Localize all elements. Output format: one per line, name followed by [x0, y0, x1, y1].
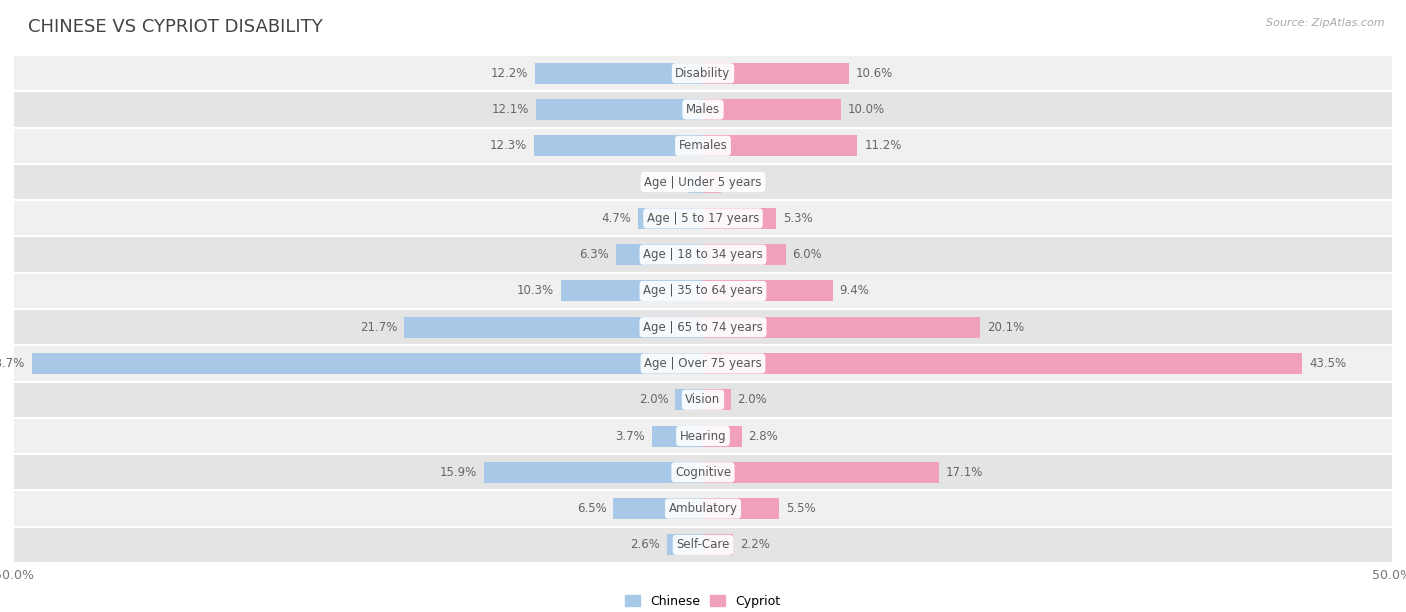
Text: 2.6%: 2.6%	[630, 539, 661, 551]
Bar	[14, 128, 1392, 164]
Text: 5.5%: 5.5%	[786, 502, 815, 515]
Text: 43.5%: 43.5%	[1309, 357, 1347, 370]
Bar	[703, 498, 779, 519]
Bar	[32, 353, 703, 374]
Bar	[14, 200, 1392, 236]
Text: 6.0%: 6.0%	[793, 248, 823, 261]
Bar	[14, 273, 1392, 309]
Bar	[616, 244, 703, 265]
Text: Vision: Vision	[685, 394, 721, 406]
Bar	[536, 99, 703, 120]
Bar	[703, 389, 731, 410]
Text: 4.7%: 4.7%	[602, 212, 631, 225]
Bar	[14, 345, 1392, 382]
Text: Disability: Disability	[675, 67, 731, 80]
Text: Age | 5 to 17 years: Age | 5 to 17 years	[647, 212, 759, 225]
Text: 11.2%: 11.2%	[865, 140, 901, 152]
Bar	[668, 534, 703, 556]
Bar	[638, 208, 703, 229]
Text: 21.7%: 21.7%	[360, 321, 396, 334]
Text: 12.1%: 12.1%	[492, 103, 530, 116]
Bar	[14, 236, 1392, 273]
Bar	[561, 280, 703, 302]
Bar	[484, 462, 703, 483]
Text: 10.3%: 10.3%	[517, 285, 554, 297]
Text: 9.4%: 9.4%	[839, 285, 869, 297]
Bar	[534, 62, 703, 84]
Bar	[703, 171, 721, 193]
Text: 10.0%: 10.0%	[848, 103, 884, 116]
Text: 2.0%: 2.0%	[638, 394, 669, 406]
Text: CHINESE VS CYPRIOT DISABILITY: CHINESE VS CYPRIOT DISABILITY	[28, 18, 323, 36]
Text: Males: Males	[686, 103, 720, 116]
Bar	[703, 534, 734, 556]
Bar	[703, 99, 841, 120]
Bar	[703, 316, 980, 338]
Bar	[14, 382, 1392, 418]
Text: Self-Care: Self-Care	[676, 539, 730, 551]
Text: 12.2%: 12.2%	[491, 67, 529, 80]
Text: 1.1%: 1.1%	[651, 176, 681, 188]
Text: 48.7%: 48.7%	[0, 357, 25, 370]
Bar	[703, 425, 741, 447]
Bar	[14, 418, 1392, 454]
Bar	[652, 425, 703, 447]
Bar	[675, 389, 703, 410]
Text: 2.0%: 2.0%	[738, 394, 768, 406]
Text: Ambulatory: Ambulatory	[668, 502, 738, 515]
Text: 6.5%: 6.5%	[576, 502, 606, 515]
Bar	[533, 135, 703, 156]
Bar	[14, 490, 1392, 527]
Text: Age | 65 to 74 years: Age | 65 to 74 years	[643, 321, 763, 334]
Text: 3.7%: 3.7%	[616, 430, 645, 442]
Text: Age | Over 75 years: Age | Over 75 years	[644, 357, 762, 370]
Bar	[14, 454, 1392, 490]
Bar	[14, 527, 1392, 563]
Bar	[14, 55, 1392, 91]
Text: 5.3%: 5.3%	[783, 212, 813, 225]
Bar	[703, 135, 858, 156]
Legend: Chinese, Cypriot: Chinese, Cypriot	[620, 590, 786, 612]
Text: 6.3%: 6.3%	[579, 248, 609, 261]
Text: Cognitive: Cognitive	[675, 466, 731, 479]
Bar	[703, 462, 939, 483]
Text: 15.9%: 15.9%	[440, 466, 477, 479]
Text: 12.3%: 12.3%	[489, 140, 527, 152]
Text: 17.1%: 17.1%	[945, 466, 983, 479]
Text: 20.1%: 20.1%	[987, 321, 1024, 334]
Text: Age | 35 to 64 years: Age | 35 to 64 years	[643, 285, 763, 297]
Text: Females: Females	[679, 140, 727, 152]
Bar	[404, 316, 703, 338]
Text: Age | 18 to 34 years: Age | 18 to 34 years	[643, 248, 763, 261]
Bar	[703, 280, 832, 302]
Bar	[703, 244, 786, 265]
Bar	[14, 91, 1392, 128]
Bar	[688, 171, 703, 193]
Text: 10.6%: 10.6%	[856, 67, 893, 80]
Text: 2.8%: 2.8%	[748, 430, 778, 442]
Text: Hearing: Hearing	[679, 430, 727, 442]
Text: Source: ZipAtlas.com: Source: ZipAtlas.com	[1267, 18, 1385, 28]
Bar	[14, 309, 1392, 345]
Bar	[703, 353, 1302, 374]
Bar	[703, 62, 849, 84]
Bar	[613, 498, 703, 519]
Text: Age | Under 5 years: Age | Under 5 years	[644, 176, 762, 188]
Bar	[14, 164, 1392, 200]
Text: 1.3%: 1.3%	[728, 176, 758, 188]
Bar	[703, 208, 776, 229]
Text: 2.2%: 2.2%	[740, 539, 770, 551]
